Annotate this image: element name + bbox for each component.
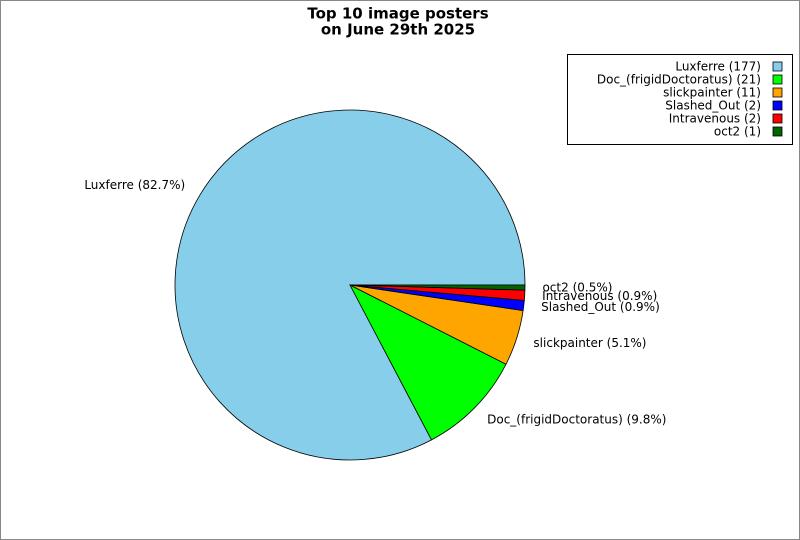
legend-box bbox=[567, 54, 793, 145]
legend-label: Intravenous (2) bbox=[669, 112, 761, 126]
legend-swatch bbox=[772, 100, 783, 111]
legend-swatch bbox=[772, 87, 783, 98]
pie-slice bbox=[349, 284, 507, 441]
legend-swatch bbox=[772, 74, 783, 85]
legend-label: oct2 (1) bbox=[714, 125, 761, 139]
slice-label: Doc_(frigidDoctoratus) (9.8%) bbox=[487, 413, 666, 427]
slice-label: slickpainter (5.1%) bbox=[533, 336, 646, 350]
chart-title: on June 29th 2025 bbox=[321, 21, 475, 39]
chart-title: Top 10 image posters bbox=[307, 5, 488, 23]
legend-swatch bbox=[772, 113, 783, 124]
slice-label: Intravenous (0.9%) bbox=[542, 289, 657, 303]
legend-label: Slashed_Out (2) bbox=[665, 99, 761, 113]
slice-label: Luxferre (82.7%) bbox=[84, 178, 185, 192]
legend-label: Doc_(frigidDoctoratus) (21) bbox=[597, 73, 761, 87]
pie-slice bbox=[349, 284, 526, 291]
legend-label: slickpainter (11) bbox=[663, 86, 761, 100]
legend-label: Luxferre (177) bbox=[675, 60, 761, 74]
slice-label: Slashed_Out (0.9%) bbox=[541, 300, 660, 314]
legend-swatch bbox=[772, 61, 783, 72]
slice-label: oct2 (0.5%) bbox=[542, 280, 612, 294]
legend-swatch bbox=[772, 126, 783, 137]
